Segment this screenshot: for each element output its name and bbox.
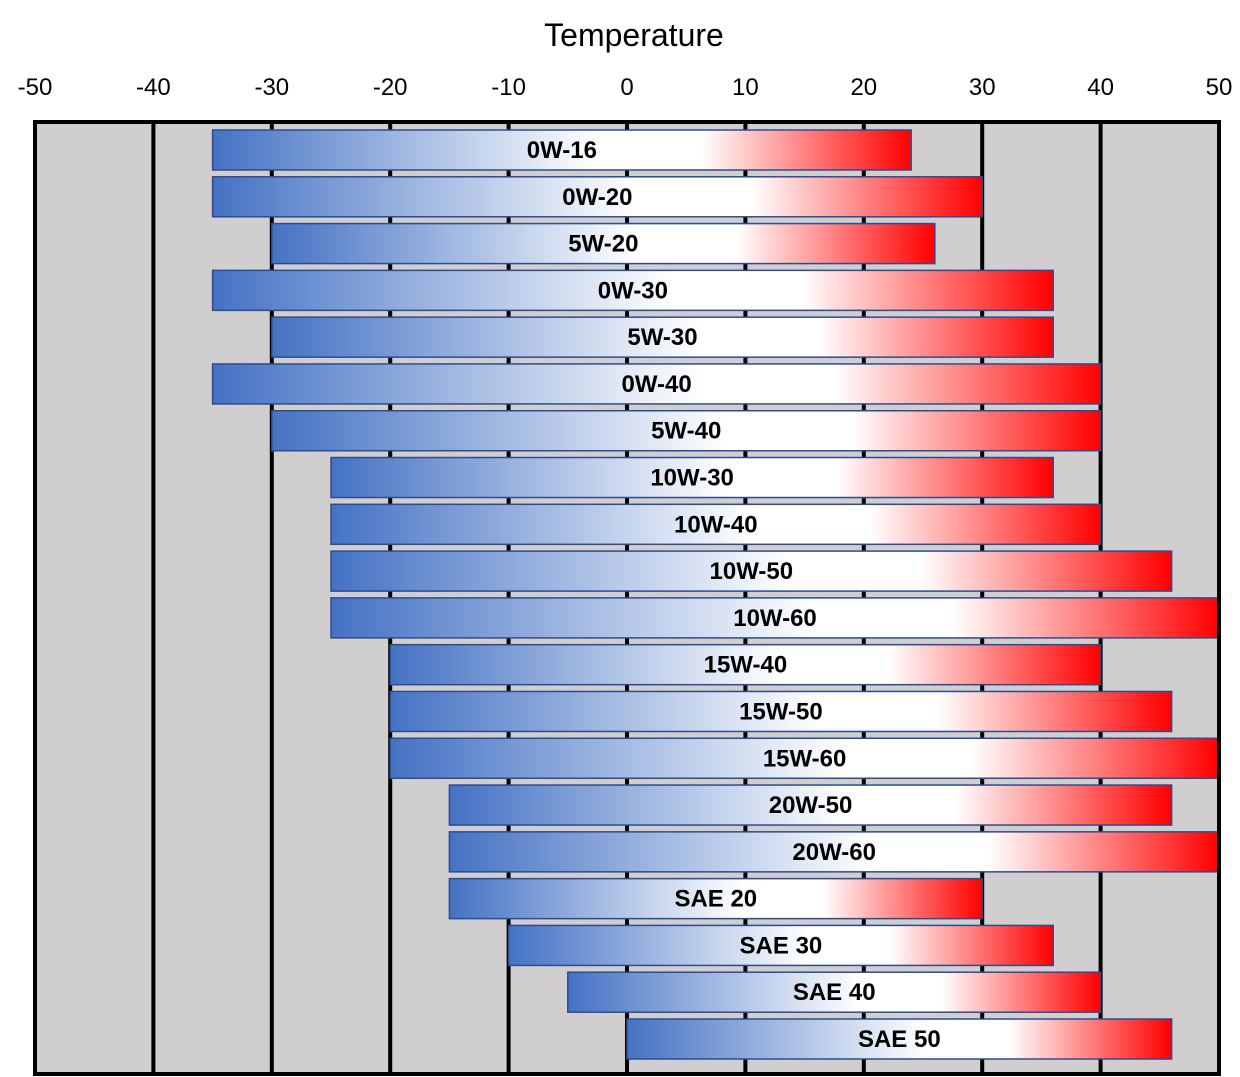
bar <box>330 456 1054 499</box>
bar <box>567 971 1102 1013</box>
bar <box>389 737 1220 780</box>
bar-group: 20W-60 <box>448 831 1220 873</box>
bar-label: 20W-50 <box>769 792 853 819</box>
bar-group: 15W-50 <box>389 690 1173 733</box>
x-tick-label: 50 <box>1206 74 1233 101</box>
bar-group: SAE 20 <box>448 877 983 920</box>
bar-group: SAE 30 <box>507 924 1054 967</box>
bar-group: 5W-30 <box>271 316 1054 358</box>
x-tick-label: -10 <box>491 74 526 101</box>
bar-group: 0W-30 <box>211 269 1054 312</box>
bar <box>211 176 983 218</box>
bar-group: 15W-40 <box>389 643 1102 686</box>
bar-label: 0W-40 <box>621 371 691 398</box>
x-tick-labels: -50 -40 -30 -20 -10 0 10 20 30 40 50 <box>18 74 1233 101</box>
bar <box>211 269 1054 312</box>
bar <box>271 409 1102 452</box>
bar <box>448 784 1173 826</box>
bar <box>389 643 1102 686</box>
x-tick-label: 0 <box>620 74 633 101</box>
bar-group: SAE 50 <box>626 1018 1173 1060</box>
bar <box>330 550 1173 592</box>
bar-label: SAE 50 <box>858 1026 941 1053</box>
bar-label: SAE 40 <box>793 979 876 1006</box>
bar-label: 15W-40 <box>704 652 788 679</box>
bar-label: SAE 20 <box>674 886 757 913</box>
bar-group: 5W-40 <box>271 409 1102 452</box>
bar-label: 5W-30 <box>627 324 697 351</box>
bar-label: 15W-60 <box>763 745 847 772</box>
bar-group: 0W-16 <box>211 129 912 171</box>
bar <box>211 129 912 171</box>
bar <box>448 877 983 920</box>
bar-label: 10W-50 <box>710 558 794 585</box>
bar-label: 20W-60 <box>792 839 876 866</box>
bar-label: 0W-20 <box>562 184 632 211</box>
x-axis-title: Temperature <box>544 17 724 53</box>
bar-label: 10W-40 <box>674 511 758 538</box>
bar-label: 5W-40 <box>651 418 721 445</box>
bar-group: 10W-40 <box>330 503 1102 546</box>
bar-label: 10W-30 <box>650 465 734 492</box>
bar-group: 10W-60 <box>330 597 1220 639</box>
x-tick-label: 30 <box>969 74 996 101</box>
x-tick-label: -20 <box>373 74 408 101</box>
bar-label: 10W-60 <box>733 605 817 632</box>
x-tick-label: -50 <box>18 74 53 101</box>
x-tick-label: 40 <box>1087 74 1114 101</box>
bar <box>330 503 1102 546</box>
bar-group: 5W-20 <box>271 222 936 265</box>
bar <box>211 363 1102 405</box>
bar <box>626 1018 1173 1060</box>
bars: 0W-16 0W-20 5W-20 0W-30 5W-30 0W-40 5W-40 10W-3… <box>211 129 1220 1060</box>
bar-group: 10W-50 <box>330 550 1173 592</box>
bar-group: 10W-30 <box>330 456 1054 499</box>
bar-label: 0W-30 <box>598 277 668 304</box>
bar <box>389 690 1173 733</box>
bar-group: 15W-60 <box>389 737 1220 780</box>
bar-group: SAE 40 <box>567 971 1102 1013</box>
x-tick-label: -40 <box>136 74 171 101</box>
bar-label: 15W-50 <box>739 698 823 725</box>
bar-group: 20W-50 <box>448 784 1173 826</box>
x-tick-label: -30 <box>254 74 289 101</box>
bar-group: 0W-20 <box>211 176 983 218</box>
plot-frame <box>33 120 1221 1076</box>
bar <box>271 316 1054 358</box>
x-tick-label: 20 <box>850 74 877 101</box>
x-tick-label: 10 <box>732 74 759 101</box>
bar-label: 5W-20 <box>568 231 638 258</box>
bar <box>271 222 936 265</box>
bar-group: 0W-40 <box>211 363 1102 405</box>
bar <box>448 831 1220 873</box>
bar <box>330 597 1220 639</box>
bar-label: SAE 30 <box>740 932 823 959</box>
bar <box>507 924 1054 967</box>
bar-label: 0W-16 <box>527 137 597 164</box>
